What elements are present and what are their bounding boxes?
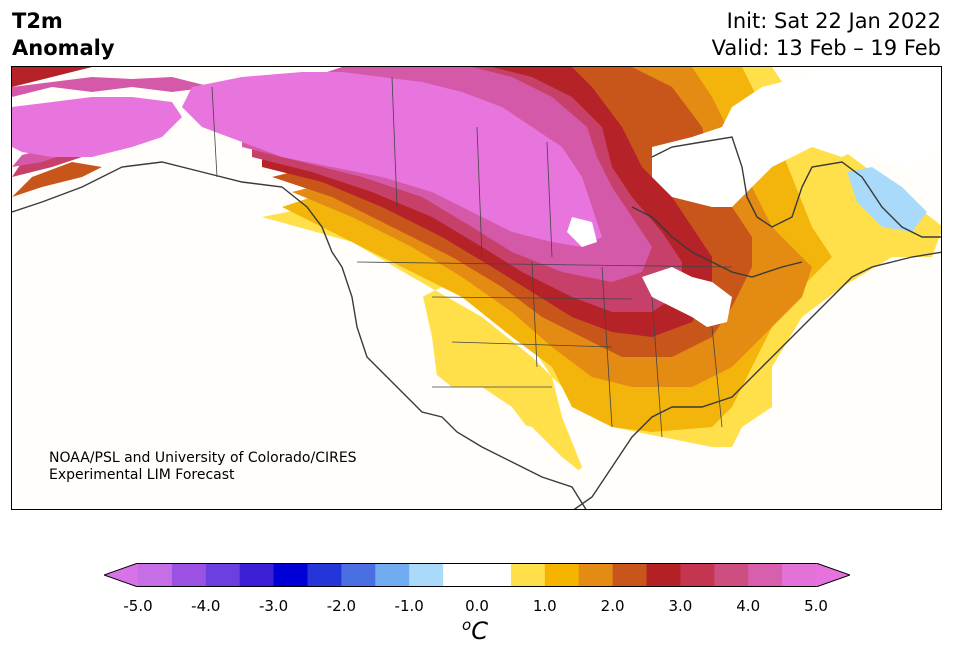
colorbar-segment — [714, 563, 749, 587]
colorbar-segment — [578, 563, 614, 587]
colorbar-segment — [138, 563, 173, 587]
colorbar-tick-label: 1.0 — [532, 597, 557, 615]
anomaly-region-magenta — [12, 72, 602, 247]
colorbar-segment — [239, 563, 275, 587]
colorbar-tick-label: 0.0 — [465, 597, 489, 615]
colorbar-tick-label: 5.0 — [804, 597, 828, 615]
credit-line-1: NOAA/PSL and University of Colorado/CIRE… — [49, 450, 357, 466]
colorbar-tick-label: 3.0 — [668, 597, 693, 615]
title-line-2: Anomaly — [12, 36, 115, 60]
colorbar-segment — [510, 563, 546, 587]
colorbar-tick-label: 4.0 — [736, 597, 761, 615]
colorbar-segment — [171, 563, 207, 587]
colorbar-segment — [273, 563, 308, 587]
colorbar-under-arrow — [104, 563, 138, 587]
colorbar-tick-label: -2.0 — [326, 597, 357, 615]
colorbar-segment — [544, 563, 580, 587]
map-title: T2m Anomaly — [12, 8, 115, 62]
colorbar-segment — [409, 563, 444, 587]
colorbar-tick-label: 2.0 — [600, 597, 625, 615]
coastlines — [12, 136, 941, 509]
western-us-neutral — [312, 262, 587, 509]
colorbar-outline-left — [104, 563, 139, 587]
colorbar-segment — [748, 563, 783, 587]
colorbar-tick-label: -5.0 — [123, 597, 153, 615]
date-info: Init: Sat 22 Jan 2022 Valid: 13 Feb – 19… — [712, 8, 941, 62]
credit-text: NOAA/PSL and University of Colorado/CIRE… — [49, 450, 357, 484]
colorbar — [104, 563, 850, 587]
colorbar-segments — [138, 563, 817, 587]
colorbar-outline-right — [815, 563, 850, 587]
colorbar-unit: oC — [462, 616, 488, 645]
map-canvas — [12, 67, 941, 509]
colorbar-segment — [307, 563, 342, 587]
colorbar-tick-label: -3.0 — [258, 597, 289, 615]
colorbar-segment — [680, 563, 715, 587]
anomaly-map — [11, 66, 942, 510]
credit-line-2: Experimental LIM Forecast — [49, 467, 235, 483]
init-date: Init: Sat 22 Jan 2022 — [726, 9, 941, 33]
colorbar-segment — [782, 563, 817, 587]
anomaly-region-white — [652, 67, 941, 207]
colorbar-tick-label: -1.0 — [394, 597, 424, 615]
colorbar-segment — [646, 563, 681, 587]
colorbar-segment — [443, 563, 478, 587]
colorbar-segment — [375, 563, 410, 587]
colorbar-tick-label: -4.0 — [191, 597, 221, 615]
colorbar-segment — [205, 563, 241, 587]
colorbar-segment — [341, 563, 376, 587]
colorbar-over-arrow — [816, 563, 850, 587]
colorbar-segment — [612, 563, 647, 587]
valid-date: Valid: 13 Feb – 19 Feb — [711, 36, 941, 60]
unit-letter: C — [471, 617, 488, 645]
unit-degree: o — [462, 616, 472, 634]
colorbar-segment — [477, 563, 512, 587]
lake-water — [567, 217, 732, 327]
title-line-1: T2m — [12, 9, 63, 33]
state-province-borders — [211, 76, 733, 438]
